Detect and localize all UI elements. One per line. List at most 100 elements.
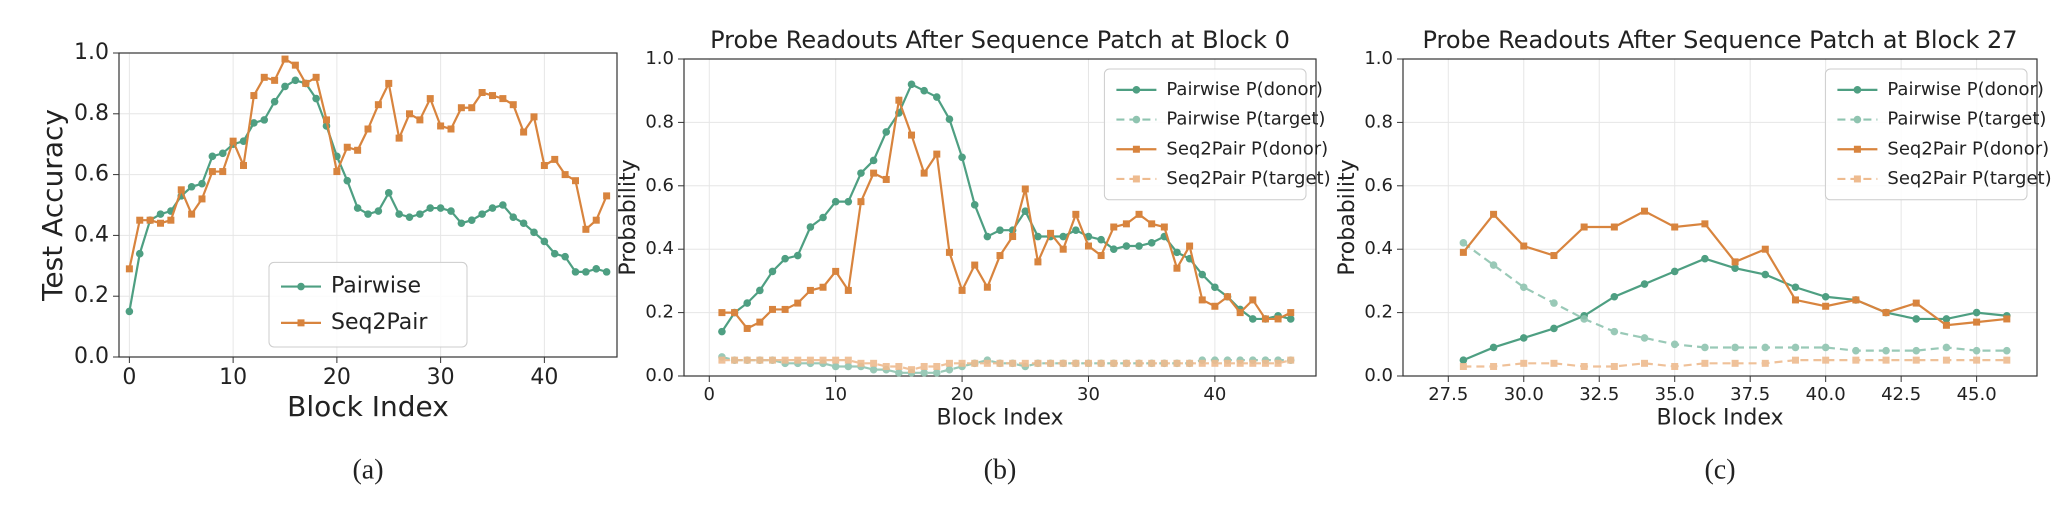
marker xyxy=(1198,359,1206,367)
marker xyxy=(1198,270,1207,279)
marker xyxy=(983,283,991,291)
marker xyxy=(1701,220,1709,228)
chart-title: Probe Readouts After Sequence Patch at B… xyxy=(710,26,1290,54)
marker xyxy=(519,219,528,228)
axes-frame xyxy=(683,58,1317,377)
marker xyxy=(1580,223,1588,231)
marker xyxy=(793,251,802,260)
marker xyxy=(743,356,751,364)
marker xyxy=(920,369,928,377)
legend-marker xyxy=(1853,86,1862,94)
marker xyxy=(731,356,739,364)
marker xyxy=(520,128,528,136)
marker xyxy=(1731,343,1739,352)
marker xyxy=(1459,362,1467,370)
marker xyxy=(870,359,878,367)
marker xyxy=(970,201,979,209)
marker xyxy=(1021,359,1029,367)
marker xyxy=(1701,359,1709,367)
marker xyxy=(1211,283,1219,292)
marker xyxy=(718,309,726,317)
marker xyxy=(530,113,538,121)
marker xyxy=(920,86,928,95)
marker xyxy=(895,369,903,377)
marker xyxy=(229,137,237,145)
marker xyxy=(1489,261,1498,269)
marker xyxy=(1147,239,1156,247)
marker xyxy=(302,79,310,87)
marker xyxy=(281,82,289,91)
marker xyxy=(1097,252,1105,260)
y-tick-label: 1.0 xyxy=(74,40,109,65)
marker xyxy=(781,305,789,313)
marker xyxy=(1852,296,1860,304)
series xyxy=(718,80,1295,336)
marker xyxy=(1261,359,1269,367)
marker xyxy=(869,365,878,374)
marker xyxy=(907,80,916,89)
marker xyxy=(1670,267,1679,276)
marker xyxy=(806,356,814,364)
marker xyxy=(1110,223,1118,231)
x-tick-label: 45.0 xyxy=(1957,384,1997,405)
marker xyxy=(844,197,853,206)
marker xyxy=(857,359,865,367)
marker xyxy=(1550,252,1558,260)
marker xyxy=(250,119,258,127)
marker xyxy=(125,265,133,273)
marker xyxy=(794,299,802,307)
marker xyxy=(499,95,507,103)
y-tick-label: 1.0 xyxy=(645,48,674,69)
marker xyxy=(1641,207,1649,215)
x-tick-label: 0 xyxy=(704,384,715,405)
marker xyxy=(582,268,590,276)
marker xyxy=(592,265,601,273)
marker xyxy=(270,97,279,106)
y-tick-label: 0.0 xyxy=(1364,365,1393,386)
marker xyxy=(208,152,217,161)
marker xyxy=(1059,245,1067,253)
series xyxy=(1459,239,2011,355)
marker xyxy=(1791,296,1799,304)
marker xyxy=(1236,309,1244,317)
legend-label: Seq2Pair P(target) xyxy=(1887,168,2051,189)
marker xyxy=(756,356,764,364)
marker xyxy=(208,168,216,176)
legend-box xyxy=(268,261,468,348)
marker xyxy=(1550,324,1558,333)
marker xyxy=(135,249,144,258)
marker xyxy=(1701,254,1709,263)
marker xyxy=(239,137,248,145)
marker xyxy=(832,267,840,275)
marker xyxy=(364,210,372,218)
marker xyxy=(768,356,776,364)
legend-label: Pairwise P(donor) xyxy=(1887,79,2044,100)
marker xyxy=(1489,343,1498,352)
legend-box xyxy=(1824,68,2028,201)
marker xyxy=(895,96,903,104)
caption: (a) xyxy=(352,454,383,485)
marker xyxy=(312,94,320,103)
marker xyxy=(971,359,979,367)
legend: Pairwise P(donor) Pairwise P(target) Seq2P… xyxy=(1824,68,2052,201)
marker xyxy=(1670,340,1679,349)
marker xyxy=(1791,356,1799,364)
marker xyxy=(509,213,518,221)
marker xyxy=(1160,223,1168,231)
marker xyxy=(1580,315,1588,323)
marker xyxy=(156,210,165,218)
marker xyxy=(1109,245,1118,253)
marker xyxy=(374,101,382,109)
x-tick-label: 30 xyxy=(427,365,455,390)
marker xyxy=(260,116,269,124)
marker xyxy=(1211,359,1219,367)
marker xyxy=(1882,346,1890,355)
marker xyxy=(1640,280,1649,288)
x-tick-label: 35.0 xyxy=(1655,384,1695,405)
y-tick-label: 0.2 xyxy=(645,302,674,323)
marker xyxy=(1942,315,1951,323)
caption: (b) xyxy=(984,454,1017,485)
marker xyxy=(561,252,569,261)
marker xyxy=(1640,334,1649,342)
marker xyxy=(447,125,455,133)
